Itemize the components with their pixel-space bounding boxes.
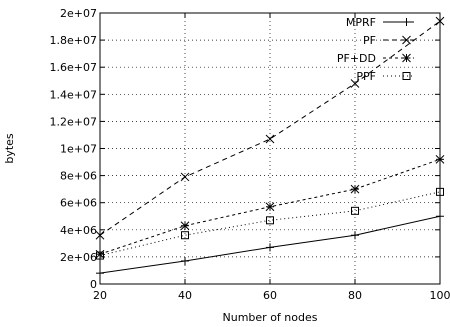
x-tick-label: 60 — [263, 289, 277, 302]
legend-label: PF — [363, 34, 376, 47]
legend-marker — [402, 35, 411, 45]
data-point-mprf — [181, 256, 189, 265]
data-point-mprf — [351, 231, 359, 240]
legend-label: PPF — [356, 70, 376, 83]
y-tick-label: 6e+06 — [60, 197, 97, 210]
y-tick-label: 0 — [90, 278, 97, 291]
data-point-ppf — [436, 187, 444, 196]
series-ppf — [96, 187, 444, 260]
data-point-mprf — [436, 212, 444, 221]
data-point-pf-dd — [435, 154, 445, 164]
data-point-pf-dd — [95, 249, 105, 259]
x-tick-label: 20 — [93, 289, 107, 302]
data-point-mprf — [266, 243, 274, 252]
y-tick-label: 2e+06 — [60, 251, 97, 264]
data-point-ppf — [96, 251, 104, 260]
y-tick-label: 1.2e+07 — [50, 115, 97, 128]
legend-label: MPRF — [346, 16, 376, 29]
series — [95, 16, 445, 278]
y-tick-label: 2e+07 — [60, 7, 97, 20]
data-point-pf-dd — [265, 202, 275, 212]
series-mprf — [96, 212, 444, 278]
legend-label: PF+DD — [337, 52, 376, 65]
x-tick-label: 100 — [430, 289, 450, 302]
data-point-pf — [350, 79, 360, 88]
data-point-pf — [265, 134, 275, 144]
x-tick-label: 40 — [178, 289, 192, 302]
y-tick-label: 1.4e+07 — [50, 88, 97, 101]
legend-marker — [402, 72, 411, 80]
data-point-mprf — [96, 269, 104, 278]
series-line-ppf — [99, 191, 441, 257]
legend: MPRF PF PF+DD PPF — [337, 16, 414, 83]
data-point-ppf — [266, 216, 274, 225]
data-point-pf — [180, 172, 190, 182]
y-tick-label: 1.8e+07 — [50, 34, 97, 47]
y-tick-label: 4e+06 — [60, 224, 97, 237]
data-point-ppf — [351, 206, 359, 215]
legend-item-pf-dd: PF+DD — [337, 52, 414, 65]
legend-marker — [402, 53, 411, 63]
grid — [100, 13, 440, 284]
ticks: 0 2e+06 4e+06 6e+06 8e+06 1e+07 1.2e+07 1.4e+07… — [50, 7, 450, 302]
y-tick-label: 8e+06 — [60, 170, 97, 183]
y-axis-title: bytes — [3, 133, 16, 164]
x-axis-title: Number of nodes — [223, 311, 318, 324]
legend-item-mprf: MPRF — [346, 16, 414, 29]
x-tick-label: 80 — [348, 289, 362, 302]
data-point-pf — [435, 16, 445, 26]
y-tick-label: 1e+07 — [60, 143, 97, 156]
y-tick-label: 1.6e+07 — [50, 61, 97, 74]
data-point-pf — [95, 230, 105, 240]
series-pf — [95, 16, 445, 240]
data-point-pf-dd — [180, 221, 190, 231]
data-point-ppf — [181, 231, 189, 240]
legend-item-ppf: PPF — [356, 70, 414, 83]
data-point-pf-dd — [350, 184, 360, 194]
legend-item-pf: PF — [363, 34, 414, 47]
series-pf-dd — [95, 154, 445, 259]
legend-marker — [402, 18, 411, 26]
